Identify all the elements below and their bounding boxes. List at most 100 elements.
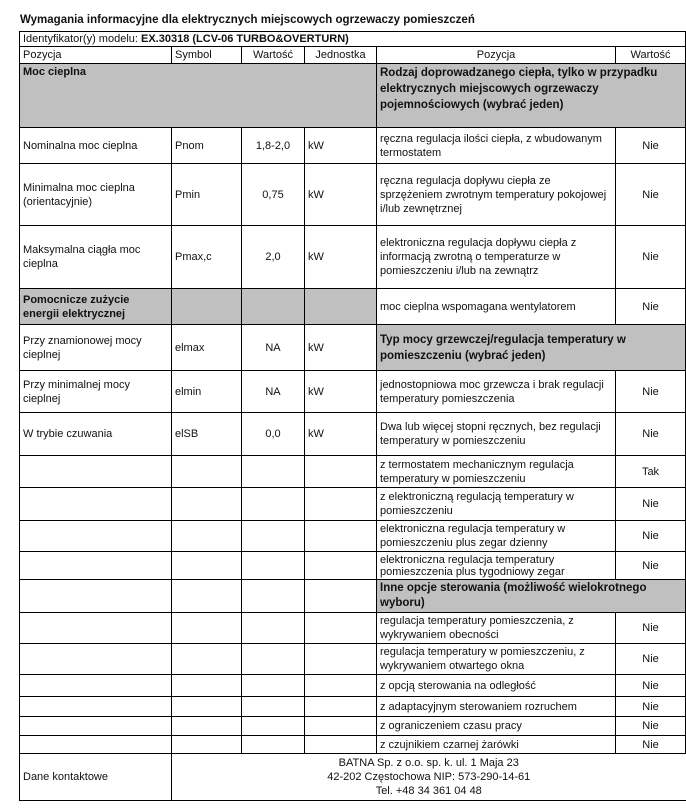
row-value: NA bbox=[241, 324, 305, 371]
row-label: Przy minimalnej mocy cieplnej bbox=[19, 370, 172, 413]
row-unit: kW bbox=[304, 163, 377, 226]
section-inne-opcje: Inne opcje sterowania (możliwość wielokr… bbox=[375, 579, 686, 613]
option-label: z ograniczeniem czasu pracy bbox=[376, 716, 616, 736]
empty-cell bbox=[241, 288, 305, 325]
row-value: 0,75 bbox=[241, 163, 305, 226]
row-unit: kW bbox=[304, 412, 377, 456]
option-label: moc cieplna wspomagana wentylatorem bbox=[376, 288, 616, 325]
row-unit: kW bbox=[304, 370, 377, 413]
section-rodzaj-ciepla: Rodzaj doprowadzanego ciepła, tylko w pr… bbox=[375, 63, 686, 128]
option-value: Nie bbox=[614, 370, 686, 413]
header-pozycja: Pozycja bbox=[19, 46, 172, 64]
option-value: Nie bbox=[614, 643, 686, 675]
header-jednostka: Jednostka bbox=[304, 46, 377, 64]
option-label: elektroniczna regulacja temperatury w po… bbox=[376, 520, 616, 552]
row-unit: kW bbox=[304, 127, 377, 164]
row-value: NA bbox=[241, 370, 305, 413]
section-typ-mocy: Typ mocy grzewczej/regulacja temperatury… bbox=[375, 324, 686, 371]
contact-details: BATNA Sp. z o.o. sp. k. ul. 1 Maja 23 42… bbox=[170, 753, 686, 801]
header-pozycja-right: Pozycja bbox=[376, 46, 616, 64]
option-value: Nie bbox=[614, 735, 686, 754]
identifier-row: Identyfikator(y) modelu: EX.30318 (LCV-0… bbox=[18, 31, 686, 47]
option-value: Tak bbox=[614, 455, 686, 488]
contact-row: Dane kontaktowe BATNA Sp. z o.o. sp. k. … bbox=[19, 753, 686, 801]
option-value: Nie bbox=[614, 551, 686, 580]
table-row: z opcją sterowania na odległość Nie bbox=[19, 674, 686, 697]
table-row: Nominalna moc cieplna Pnom 1,8-2,0 kW rę… bbox=[19, 127, 686, 164]
contact-label: Dane kontaktowe bbox=[19, 753, 172, 801]
option-label: Dwa lub więcej stopni ręcznych, bez regu… bbox=[376, 412, 616, 456]
row-label: Minimalna moc cieplna (orientacyjnie) bbox=[19, 163, 172, 226]
row-value: 1,8-2,0 bbox=[241, 127, 305, 164]
row-symbol: Pmin bbox=[171, 163, 242, 226]
option-label: z czujnikiem czarnej żarówki bbox=[376, 735, 616, 754]
table-row: elektroniczna regulacja temperatury pomi… bbox=[19, 551, 686, 580]
option-value: Nie bbox=[614, 674, 686, 697]
table-row: z ograniczeniem czasu pracy Nie bbox=[19, 716, 686, 736]
table-row: Maksymalna ciągła moc cieplna Pmax,c 2,0… bbox=[19, 225, 686, 289]
row-value: 2,0 bbox=[241, 225, 305, 289]
option-label: jednostopniowa moc grzewcza i brak regul… bbox=[376, 370, 616, 413]
row-label: Nominalna moc cieplna bbox=[19, 127, 172, 164]
option-label: regulacja temperatury w pomieszczeniu, z… bbox=[376, 643, 616, 675]
option-label: z termostatem mechanicznym regulacja tem… bbox=[376, 455, 616, 488]
table-row: Minimalna moc cieplna (orientacyjnie) Pm… bbox=[19, 163, 686, 226]
contact-line: BATNA Sp. z o.o. sp. k. ul. 1 Maja 23 bbox=[338, 757, 519, 769]
header-wartosc: Wartość bbox=[241, 46, 305, 64]
row-symbol: elmax bbox=[171, 324, 242, 371]
header-wartosc-right: Wartość bbox=[614, 46, 686, 64]
option-value: Nie bbox=[614, 412, 686, 456]
option-value: Nie bbox=[614, 520, 686, 552]
table-row: regulacja temperatury w pomieszczeniu, z… bbox=[19, 643, 686, 675]
option-value: Nie bbox=[614, 612, 686, 644]
row-unit: kW bbox=[304, 225, 377, 289]
table-row: Przy znamionowej mocy cieplnej elmax NA … bbox=[19, 324, 686, 371]
row-label: Przy znamionowej mocy cieplnej bbox=[19, 324, 172, 371]
table-row: W trybie czuwania elSB 0,0 kW Dwa lub wi… bbox=[19, 412, 686, 456]
contact-line: Tel. +48 34 361 04 48 bbox=[375, 785, 482, 797]
table-row: z elektroniczną regulacją temperatury w … bbox=[19, 487, 686, 521]
option-label: z adaptacyjnym sterowaniem rozruchem bbox=[376, 696, 616, 717]
option-value: Nie bbox=[614, 225, 686, 289]
table-row: Przy minimalnej mocy cieplnej elmin NA k… bbox=[19, 370, 686, 413]
info-table: Identyfikator(y) modelu: EX.30318 (LCV-0… bbox=[18, 31, 686, 801]
table-row: z termostatem mechanicznym regulacja tem… bbox=[19, 455, 686, 488]
row-symbol: Pmax,c bbox=[171, 225, 242, 289]
option-label: z elektroniczną regulacją temperatury w … bbox=[376, 487, 616, 521]
row-value: 0,0 bbox=[241, 412, 305, 456]
empty-cell bbox=[304, 288, 377, 325]
option-label: elektroniczna regulacja dopływu ciepła z… bbox=[376, 225, 616, 289]
row-unit: kW bbox=[304, 324, 377, 371]
empty-cell bbox=[171, 288, 242, 325]
row-symbol: Pnom bbox=[171, 127, 242, 164]
row-label: W trybie czuwania bbox=[19, 412, 172, 456]
table-row: Inne opcje sterowania (możliwość wielokr… bbox=[19, 579, 686, 613]
option-value: Nie bbox=[614, 288, 686, 325]
row-symbol: elmin bbox=[171, 370, 242, 413]
option-label: elektroniczna regulacja temperatury pomi… bbox=[376, 551, 616, 580]
option-value: Nie bbox=[614, 163, 686, 226]
table-row: Pomocnicze zużycie energii elektrycznej … bbox=[19, 288, 686, 325]
header-row: Pozycja Symbol Wartość Jednostka Pozycja… bbox=[19, 46, 686, 64]
section-pomocnicze: Pomocnicze zużycie energii elektrycznej bbox=[19, 288, 172, 325]
option-value: Nie bbox=[614, 127, 686, 164]
table-row: z czujnikiem czarnej żarówki Nie bbox=[19, 735, 686, 754]
table-row: z adaptacyjnym sterowaniem rozruchem Nie bbox=[19, 696, 686, 717]
option-label: regulacja temperatury pomieszczenia, z w… bbox=[376, 612, 616, 644]
option-label: z opcją sterowania na odległość bbox=[376, 674, 616, 697]
model-identifier: EX.30318 (LCV-06 TURBO&OVERTURN) bbox=[141, 33, 349, 45]
option-label: ręczna regulacja ilości ciepła, z wbudow… bbox=[376, 127, 616, 164]
row-symbol: elSB bbox=[171, 412, 242, 456]
document-title: Wymagania informacyjne dla elektrycznych… bbox=[20, 14, 475, 26]
section-moc-cieplna: Moc cieplna bbox=[19, 63, 377, 128]
identifier-label: Identyfikator(y) modelu: bbox=[23, 33, 141, 45]
option-value: Nie bbox=[614, 716, 686, 736]
contact-line: 42-202 Częstochowa NIP: 573-290-14-61 bbox=[327, 771, 531, 783]
header-symbol: Symbol bbox=[171, 46, 242, 64]
table-row: regulacja temperatury pomieszczenia, z w… bbox=[19, 612, 686, 644]
row-label: Maksymalna ciągła moc cieplna bbox=[19, 225, 172, 289]
option-value: Nie bbox=[614, 487, 686, 521]
table-row: elektroniczna regulacja temperatury w po… bbox=[19, 520, 686, 552]
option-label: ręczna regulacja dopływu ciepła ze sprzę… bbox=[376, 163, 616, 226]
option-value: Nie bbox=[614, 696, 686, 717]
